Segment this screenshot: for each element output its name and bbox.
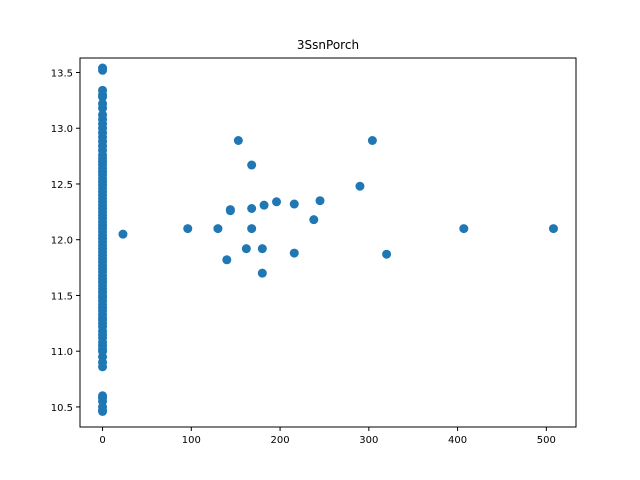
x-tick-label: 100: [182, 435, 201, 446]
data-point: [289, 248, 299, 258]
data-point: [382, 249, 392, 259]
data-point: [183, 224, 193, 234]
data-point: [241, 244, 251, 254]
data-points: [98, 63, 558, 416]
data-point: [309, 215, 319, 225]
y-tick-label: 12.0: [51, 236, 73, 247]
chart-title: 3SsnPorch: [297, 38, 359, 52]
data-point: [459, 224, 469, 234]
x-tick-label: 500: [537, 435, 556, 446]
y-tick-label: 10.5: [51, 403, 73, 414]
data-point: [98, 63, 108, 73]
x-tick-label: 300: [359, 435, 378, 446]
data-point: [98, 110, 108, 120]
data-point: [257, 268, 267, 278]
data-point: [225, 206, 235, 216]
data-point: [355, 181, 365, 191]
data-point: [272, 197, 282, 207]
data-point: [257, 244, 267, 254]
data-point: [98, 99, 108, 109]
y-tick-label: 11.0: [51, 347, 73, 358]
plot-frame: [79, 57, 577, 428]
data-point: [548, 224, 558, 234]
data-point: [247, 160, 257, 170]
data-point: [247, 203, 257, 213]
y-tick-label: 12.5: [51, 180, 73, 191]
data-point: [233, 135, 243, 145]
data-point: [222, 255, 232, 265]
data-point: [289, 199, 299, 209]
data-point: [213, 224, 223, 234]
data-point: [367, 135, 377, 145]
y-tick-label: 11.5: [51, 291, 73, 302]
data-point: [247, 224, 257, 234]
data-point: [118, 229, 128, 239]
y-tick-label: 13.0: [51, 124, 73, 135]
data-point: [259, 200, 269, 210]
x-tick-label: 400: [448, 435, 467, 446]
axes: 0 100 200 300 400 500 10.5 11.0 11.5 12.0 12.5 13.0…: [51, 57, 577, 446]
x-tick-label: 200: [271, 435, 290, 446]
x-tick-label: 0: [99, 435, 105, 446]
data-point: [98, 85, 108, 95]
y-tick-label: 13.5: [51, 68, 73, 79]
data-point: [98, 391, 108, 401]
data-point: [315, 196, 325, 206]
